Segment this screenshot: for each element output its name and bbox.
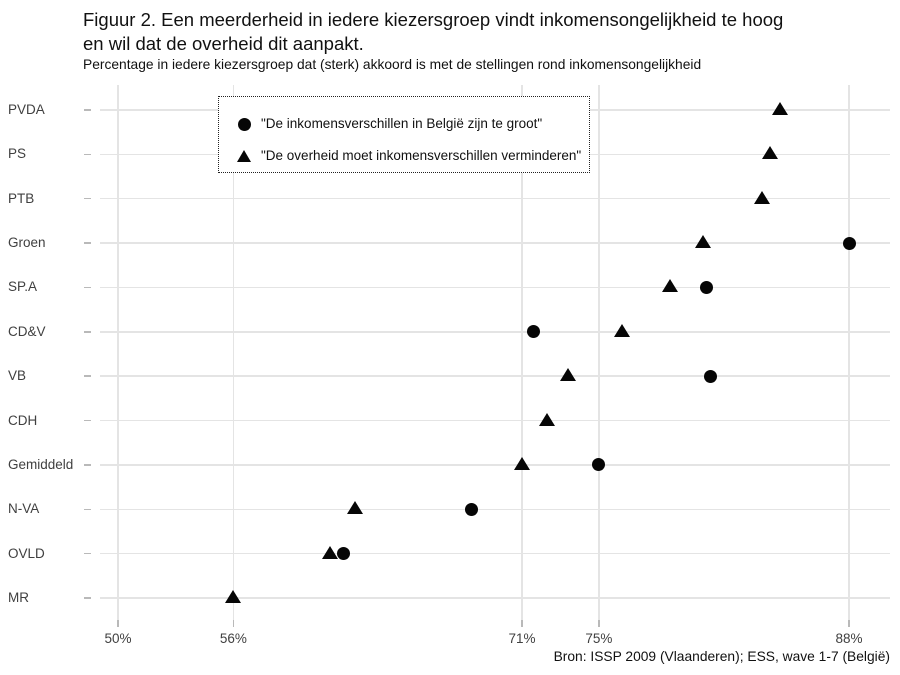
- data-point-triangle: [754, 190, 771, 204]
- data-point-triangle: [225, 590, 242, 603]
- data-point-circle: [465, 502, 479, 516]
- data-point-triangle: [538, 412, 555, 426]
- y-axis-tick: [84, 286, 91, 289]
- gridline-v: [848, 85, 850, 620]
- y-axis-tick: [84, 375, 91, 377]
- x-axis-tick: [117, 620, 119, 627]
- y-axis-tick: [84, 597, 91, 599]
- data-point-triangle: [513, 456, 530, 470]
- circle-marker-icon: [235, 114, 255, 134]
- y-axis-tick: [84, 464, 91, 466]
- y-axis-label: VB: [8, 368, 27, 384]
- gridline-h: [100, 508, 890, 511]
- y-axis-label: MR: [8, 590, 29, 605]
- y-axis-label: PS: [8, 146, 27, 162]
- y-axis-tick: [84, 552, 91, 555]
- triangle-marker-icon: [235, 146, 255, 166]
- y-axis-label: N-VA: [8, 501, 40, 517]
- y-axis-label: Groen: [8, 235, 46, 251]
- y-axis-tick: [84, 153, 91, 156]
- data-point-triangle: [560, 368, 577, 382]
- x-axis-tick: [521, 620, 523, 627]
- x-axis-label: 75%: [585, 631, 613, 646]
- x-axis-tick: [598, 620, 600, 627]
- data-point-triangle: [771, 102, 788, 115]
- legend-label-circle: "De inkomensverschillen in België zijn t…: [261, 116, 543, 131]
- gridline-v: [232, 85, 235, 620]
- y-axis-tick: [84, 197, 91, 200]
- x-axis-label: 71%: [508, 631, 536, 646]
- chart-title-line1: Figuur 2. Een meerderheid in iedere kiez…: [83, 9, 784, 30]
- data-point-circle: [336, 547, 350, 561]
- data-point-circle: [592, 458, 606, 472]
- legend-item-triangle: "De overheid moet inkomensverschillen ve…: [219, 146, 589, 166]
- gridline-h: [100, 375, 890, 377]
- data-point-circle: [527, 325, 541, 339]
- data-point-circle: [700, 280, 714, 294]
- x-axis-tick: [848, 620, 850, 627]
- data-point-triangle: [346, 501, 363, 515]
- y-axis-tick: [84, 242, 91, 244]
- legend-label-triangle: "De overheid moet inkomensverschillen ve…: [261, 148, 582, 163]
- y-axis-tick: [84, 419, 91, 422]
- data-point-triangle: [694, 235, 711, 249]
- gridline-h: [100, 552, 890, 555]
- data-point-circle: [703, 369, 717, 383]
- y-axis-tick: [84, 331, 91, 333]
- gridline-h: [100, 464, 890, 466]
- x-axis-label: 56%: [219, 631, 247, 646]
- legend-box: "De inkomensverschillen in België zijn t…: [218, 96, 590, 173]
- y-axis-tick: [84, 508, 91, 511]
- y-axis-label: PTB: [8, 190, 35, 206]
- chart-title-line2: en wil dat de overheid dit aanpakt.: [83, 33, 364, 54]
- gridline-v: [521, 85, 523, 620]
- x-axis-label: 88%: [835, 631, 863, 646]
- gridline-h: [100, 419, 890, 422]
- data-point-triangle: [614, 323, 630, 337]
- data-point-triangle: [662, 279, 679, 293]
- y-axis-label: SP.A: [8, 279, 38, 295]
- y-axis-label: Gemiddeld: [8, 456, 74, 472]
- chart-subtitle: Percentage in iedere kiezersgroep dat (s…: [83, 57, 702, 72]
- x-axis-label: 50%: [104, 631, 132, 646]
- gridline-h: [100, 286, 890, 289]
- data-point-circle: [842, 236, 856, 250]
- source-caption: Bron: ISSP 2009 (Vlaanderen); ESS, wave …: [553, 649, 890, 664]
- chart-title: Figuur 2. Een meerderheid in iedere kiez…: [83, 8, 783, 56]
- gridline-v: [117, 85, 119, 620]
- gridline-h: [100, 597, 890, 599]
- data-point-triangle: [321, 545, 338, 559]
- gridline-v: [598, 85, 600, 620]
- y-axis-label: CD&V: [8, 323, 46, 339]
- legend-item-circle: "De inkomensverschillen in België zijn t…: [219, 114, 589, 134]
- y-axis-label: CDH: [8, 412, 38, 428]
- y-axis-label: PVDA: [8, 102, 45, 117]
- gridline-h: [100, 331, 890, 333]
- gridline-h: [100, 197, 890, 200]
- gridline-h: [100, 242, 890, 244]
- x-axis-tick: [232, 620, 235, 627]
- y-axis-tick: [84, 109, 91, 111]
- y-axis-label: OVLD: [8, 545, 45, 561]
- data-point-triangle: [762, 146, 779, 160]
